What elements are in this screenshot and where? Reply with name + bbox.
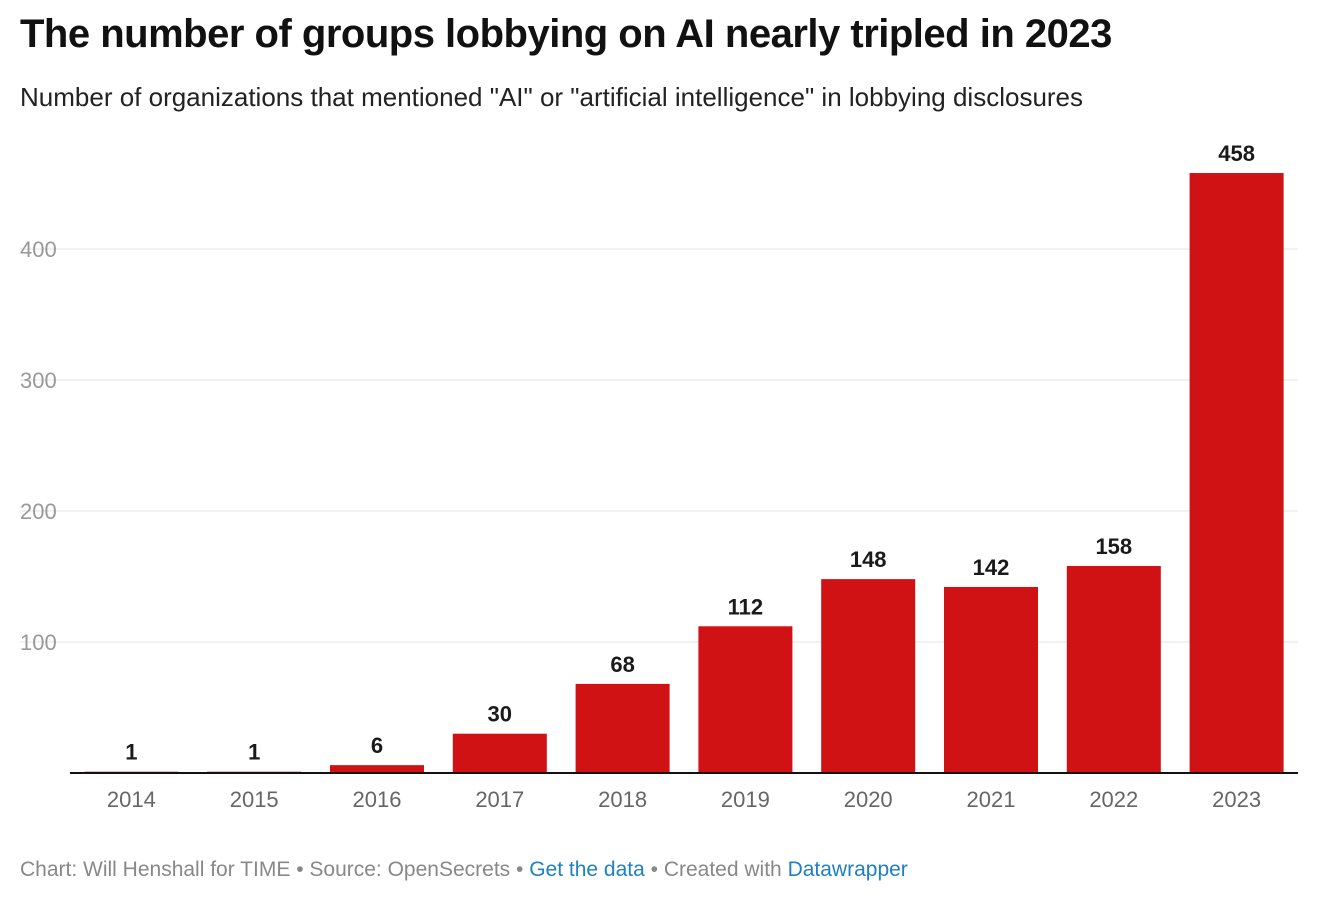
chart-subtitle: Number of organizations that mentioned "… [20, 82, 1084, 112]
separator: • [644, 858, 664, 881]
bar [330, 765, 424, 773]
x-tick-label: 2020 [844, 787, 893, 812]
x-tick-label: 2021 [967, 787, 1016, 812]
bar [575, 683, 670, 773]
credit: Chart: Will Henshall for TIME [20, 858, 291, 881]
data-label: 142 [973, 555, 1010, 580]
bar [698, 626, 793, 773]
bar [1189, 173, 1284, 773]
x-tick-label: 2018 [598, 787, 647, 812]
x-tick-label: 2016 [353, 787, 402, 812]
data-label: 68 [610, 652, 634, 677]
bar-chart: 100 200 300 400 1 2014 1 2015 6 2016 30 2017 68 2018 1… [20, 141, 1298, 812]
x-tick-label: 2019 [721, 787, 770, 812]
footer: Chart: Will Henshall for TIME • Source: … [20, 858, 908, 882]
bar [944, 586, 1038, 773]
x-tick-label: 2022 [1089, 787, 1138, 812]
bar [452, 733, 547, 773]
bar [1066, 566, 1161, 773]
data-label: 148 [850, 547, 887, 572]
created-with: Created with [663, 858, 788, 881]
bar [821, 579, 916, 773]
datawrapper-link[interactable]: Datawrapper [787, 858, 908, 881]
data-label: 6 [371, 733, 383, 758]
separator: • [510, 858, 530, 881]
data-label: 30 [488, 702, 512, 727]
data-label: 458 [1218, 141, 1255, 166]
data-label: 158 [1095, 534, 1132, 559]
x-tick-label: 2014 [107, 787, 156, 812]
y-tick-label: 200 [20, 499, 57, 524]
chart-title: The number of groups lobbying on AI near… [20, 12, 1112, 56]
y-tick-label: 300 [20, 368, 57, 393]
data-label: 1 [125, 740, 137, 765]
get-data-link[interactable]: Get the data [529, 858, 645, 881]
y-tick-label: 100 [20, 630, 57, 655]
x-tick-label: 2023 [1212, 787, 1261, 812]
separator: • [290, 858, 310, 881]
source: Source: OpenSecrets [309, 858, 511, 881]
y-tick-label: 400 [20, 237, 57, 262]
data-label: 112 [728, 594, 764, 619]
data-label: 1 [248, 740, 260, 765]
x-tick-label: 2015 [230, 787, 279, 812]
x-tick-label: 2017 [475, 787, 524, 812]
